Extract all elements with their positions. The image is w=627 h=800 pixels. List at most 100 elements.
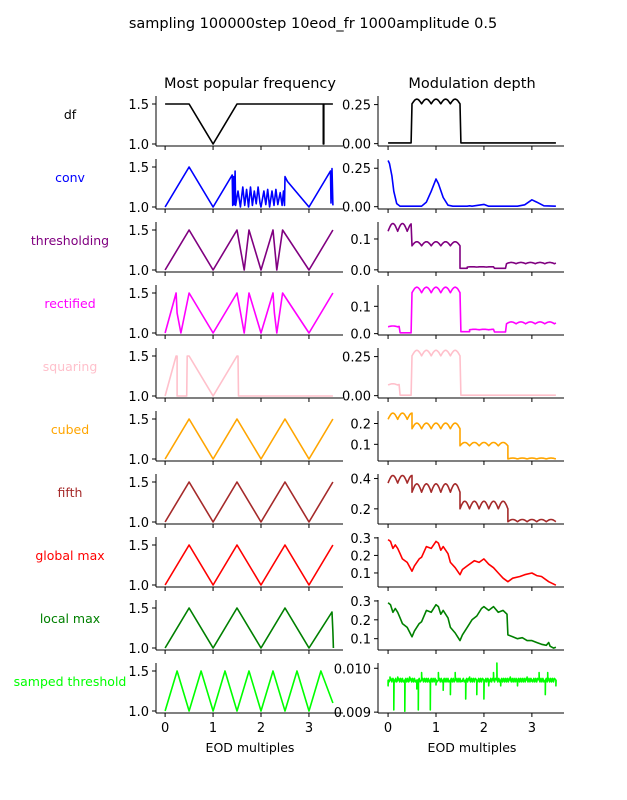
subplot-row-squaring: squaring 1.0 1.5 0.00 0.25 <box>43 348 564 405</box>
y-tick-label: 1.0 <box>128 327 149 342</box>
y-tick-label: 0.2 <box>350 549 371 564</box>
left-series-line <box>164 544 334 586</box>
y-tick-label: 1.0 <box>128 453 149 468</box>
y-tick-label: 1.5 <box>128 476 149 491</box>
right-axes: 0.00 0.25 <box>342 159 564 216</box>
subplot-row-conv: conv 1.0 1.5 0.00 0.25 <box>55 159 564 216</box>
left-axes: 1.0 1.5 <box>128 285 343 342</box>
left-axes: 1.0 1.5 <box>128 222 343 279</box>
right-series-line <box>387 474 557 523</box>
row-label: cubed <box>51 422 89 437</box>
left-axes: 1.0 1.5 <box>128 96 343 153</box>
right-series-line <box>387 160 556 207</box>
right-axes: 0.0 0.1 <box>350 222 564 279</box>
right-axes: 0.00 0.25 <box>342 96 564 153</box>
y-tick-label: 0.2 <box>350 418 371 433</box>
right-series-line <box>387 98 557 144</box>
subplot-row-df: df 1.0 1.5 0.00 0.25 <box>64 96 564 153</box>
y-tick-label: 1.5 <box>128 350 149 365</box>
subplot-row-local-max: local max 1.0 1.5 0.1 0.2 0.3 <box>40 595 564 657</box>
left-series-line <box>164 481 334 523</box>
right-axes: 0.1 0.2 0.3 <box>350 532 564 591</box>
left-axes: 1.0 1.5 <box>128 537 343 594</box>
right-series-line <box>387 538 557 586</box>
subplot-row-samped-threshold: samped threshold 0 1 2 3 1.0 1.5 0 1 2 3 0.009 0.010 <box>14 662 564 736</box>
y-tick-label: 0.00 <box>342 390 371 405</box>
y-tick-label: 0.1 <box>350 233 371 248</box>
y-tick-label: 0.2 <box>350 614 371 629</box>
left-series-line <box>164 418 334 460</box>
y-tick-label: 1.5 <box>128 98 149 113</box>
y-tick-label: 1.0 <box>128 201 149 216</box>
row-label: df <box>64 107 77 122</box>
y-tick-label: 0.2 <box>350 503 371 518</box>
right-series-line <box>387 602 557 649</box>
left-series-line <box>164 670 334 712</box>
y-tick-label: 0.25 <box>342 162 371 177</box>
left-series-line <box>164 229 334 271</box>
subplot-row-global-max: global max 1.0 1.5 0.1 0.2 0.3 <box>35 532 564 594</box>
right-series-line <box>387 286 557 334</box>
right-axes: 0.0 0.1 <box>350 285 564 343</box>
right-axes: 0.2 0.4 <box>350 473 564 528</box>
y-tick-label: 1.0 <box>128 579 149 594</box>
x-tick-label: 2 <box>480 721 488 736</box>
subplot-row-rectified: rectified 1.0 1.5 0.0 0.1 <box>44 285 564 343</box>
y-tick-label: 0.0 <box>350 264 371 279</box>
left-series-line <box>164 355 333 397</box>
y-tick-label: 0.0 <box>350 328 371 343</box>
x-tick-label: 1 <box>432 721 440 736</box>
right-axes: 0 1 2 3 0.009 0.010 <box>334 662 564 736</box>
left-axes: 1.0 1.5 <box>128 474 343 531</box>
right-series-line <box>387 222 557 270</box>
left-axes: 0 1 2 3 1.0 1.5 <box>128 663 343 736</box>
y-tick-label: 0.1 <box>350 567 371 582</box>
row-label: thresholding <box>31 233 109 248</box>
left-axes: 1.0 1.5 <box>128 159 343 216</box>
left-series-line <box>164 607 335 649</box>
y-tick-label: 0.4 <box>350 473 371 488</box>
y-tick-label: 0.009 <box>334 706 371 721</box>
y-tick-label: 0.00 <box>342 138 371 153</box>
figure-title: sampling 100000step 10eod_fr 1000amplitu… <box>129 16 497 32</box>
y-tick-label: 1.5 <box>128 287 149 302</box>
x-tick-label: 0 <box>384 721 392 736</box>
y-tick-label: 1.5 <box>128 224 149 239</box>
y-tick-label: 0.3 <box>350 532 371 547</box>
right-series-line <box>387 412 557 460</box>
left-x-axis-label: EOD multiples <box>206 740 295 755</box>
subplot-grid: df1.01.50.000.25conv1.01.50.000.25thresh… <box>14 96 564 736</box>
y-tick-label: 1.5 <box>128 539 149 554</box>
y-tick-label: 0.1 <box>350 633 371 648</box>
y-tick-label: 1.5 <box>128 665 149 680</box>
x-tick-label: 3 <box>528 721 536 736</box>
right-series-line <box>387 349 557 396</box>
row-label: samped threshold <box>14 674 127 689</box>
left-axes: 1.0 1.5 <box>128 411 343 468</box>
x-tick-label: 1 <box>209 721 217 736</box>
x-tick-label: 0 <box>161 721 169 736</box>
row-label: rectified <box>44 296 95 311</box>
y-tick-label: 0.010 <box>334 662 371 677</box>
right-column-title: Modulation depth <box>408 76 535 92</box>
left-series-line <box>165 103 333 145</box>
y-tick-label: 0.1 <box>350 438 371 453</box>
y-tick-label: 0.25 <box>342 99 371 114</box>
left-axes: 1.0 1.5 <box>128 600 343 657</box>
y-tick-label: 0.1 <box>350 300 371 315</box>
row-label: global max <box>35 548 104 563</box>
y-tick-label: 1.5 <box>128 161 149 176</box>
y-tick-label: 1.0 <box>128 642 149 657</box>
y-tick-label: 1.0 <box>128 138 149 153</box>
right-x-axis-label: EOD multiples <box>428 740 517 755</box>
x-tick-label: 2 <box>257 721 265 736</box>
left-series-line <box>164 166 334 208</box>
row-label: local max <box>40 611 100 626</box>
y-tick-label: 1.0 <box>128 264 149 279</box>
left-series-line <box>164 292 334 334</box>
y-tick-label: 1.5 <box>128 413 149 428</box>
right-series-line <box>387 662 557 712</box>
subplot-row-cubed: cubed 1.0 1.5 0.1 0.2 <box>51 411 564 468</box>
y-tick-label: 1.0 <box>128 390 149 405</box>
